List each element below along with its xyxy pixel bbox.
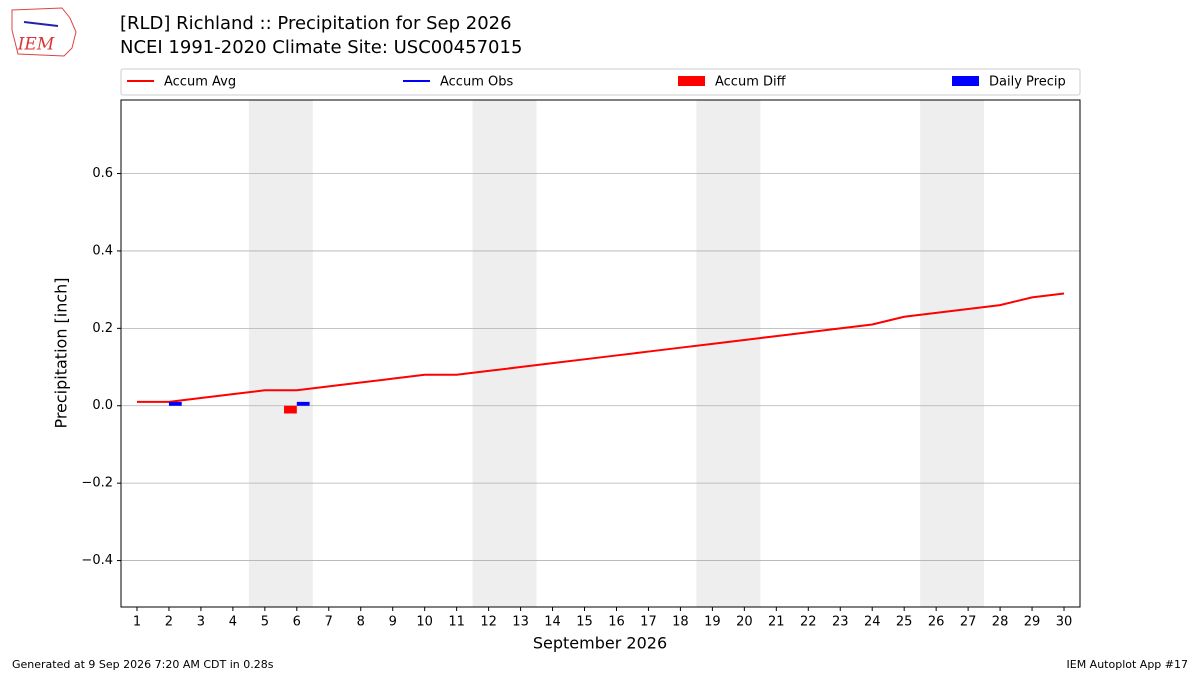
logo-outline	[11, 7, 77, 57]
x-tick-label: 2	[165, 615, 173, 630]
x-tick-label: 12	[480, 615, 497, 630]
x-tick-label: 19	[704, 615, 721, 630]
x-tick-label: 8	[357, 615, 365, 630]
weekend-band	[248, 100, 313, 607]
legend-swatch	[678, 76, 705, 86]
footer-right: IEM Autoplot App #17	[1067, 658, 1189, 671]
x-tick-label: 10	[416, 615, 433, 630]
bar	[284, 405, 297, 414]
y-tick-label: 0.2	[92, 321, 113, 336]
bar	[296, 401, 310, 406]
x-tick-label: 27	[960, 615, 977, 630]
x-tick-label: 20	[736, 615, 753, 630]
x-tick-label: 3	[197, 615, 205, 630]
plot-area	[121, 100, 1080, 607]
x-tick-label: 7	[325, 615, 333, 630]
x-tick-label: 9	[389, 615, 397, 630]
x-tick-label: 15	[576, 615, 593, 630]
legend-label: Daily Precip	[989, 75, 1066, 90]
x-tick-label: 14	[544, 615, 561, 630]
legend-label: Accum Diff	[715, 75, 787, 90]
axes-frame	[120, 99, 1081, 608]
y-tick-label: 0.0	[92, 398, 113, 413]
x-tick-label: 11	[448, 615, 465, 630]
x-tick-label: 23	[832, 615, 849, 630]
x-tick-label: 26	[928, 615, 945, 630]
logo-text: IEM	[17, 35, 55, 55]
line	[136, 292, 1065, 403]
x-tick-label: 17	[640, 615, 657, 630]
logo: IEM	[11, 7, 77, 57]
x-tick-label: 5	[261, 615, 269, 630]
weekend-band	[696, 100, 761, 607]
x-tick-label: 16	[608, 615, 625, 630]
bar	[168, 401, 182, 406]
chart-subtitle: NCEI 1991-2020 Climate Site: USC00457015	[120, 37, 522, 58]
y-axis-label: Precipitation [inch]	[52, 277, 71, 428]
x-tick-label: 29	[1024, 615, 1041, 630]
y-tick-label: −0.2	[81, 476, 113, 491]
x-tick-label: 28	[992, 615, 1009, 630]
y-tick-label: −0.4	[81, 553, 113, 568]
logo-icon	[23, 21, 59, 27]
x-tick-label: 30	[1056, 615, 1073, 630]
x-tick-label: 24	[864, 615, 881, 630]
footer-left: Generated at 9 Sep 2026 7:20 AM CDT in 0…	[12, 658, 274, 671]
legend-box	[120, 68, 1081, 96]
legend-swatch	[952, 76, 979, 86]
legend-label: Accum Avg	[164, 75, 236, 90]
x-tick-label: 21	[768, 615, 785, 630]
x-tick-label: 22	[800, 615, 817, 630]
x-tick-label: 6	[293, 615, 301, 630]
legend-label: Accum Obs	[440, 75, 513, 90]
y-tick-label: 0.6	[92, 166, 113, 181]
x-axis-label: September 2026	[533, 634, 667, 653]
x-tick-label: 13	[512, 615, 529, 630]
x-tick-label: 1	[133, 615, 141, 630]
chart-title: [RLD] Richland :: Precipitation for Sep …	[120, 13, 512, 34]
weekend-band	[472, 100, 537, 607]
x-tick-label: 4	[229, 615, 237, 630]
x-tick-label: 25	[896, 615, 913, 630]
x-tick-label: 18	[672, 615, 689, 630]
y-tick-label: 0.4	[92, 243, 113, 258]
weekend-band	[920, 100, 985, 607]
